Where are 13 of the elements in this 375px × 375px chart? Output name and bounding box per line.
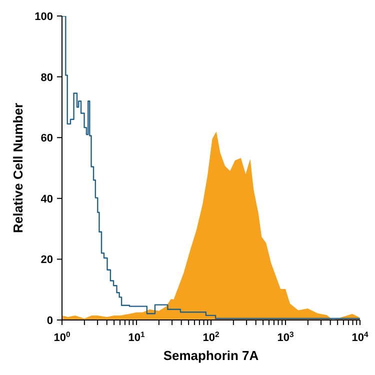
y-axis-title: Relative Cell Number xyxy=(10,102,26,234)
x-tick-label: 10$^{2}$ xyxy=(202,330,220,344)
x-axis-title: Semaphorin 7A xyxy=(163,348,260,363)
x-tick-label: 10$^{3}$ xyxy=(277,330,294,344)
x-tick-label: 10$^{0}$ xyxy=(54,330,70,344)
y-tick-label: 40 xyxy=(40,193,53,206)
y-tick-label: 20 xyxy=(40,254,53,266)
y-tick-label: 0 xyxy=(46,315,53,327)
x-tick-label: 10$^{4}$ xyxy=(352,330,369,344)
y-tick-label: 60 xyxy=(40,132,53,145)
y-tick-label: 100 xyxy=(34,11,53,23)
y-tick-label: 80 xyxy=(40,72,53,84)
x-tick-label: 10$^{1}$ xyxy=(128,330,146,344)
